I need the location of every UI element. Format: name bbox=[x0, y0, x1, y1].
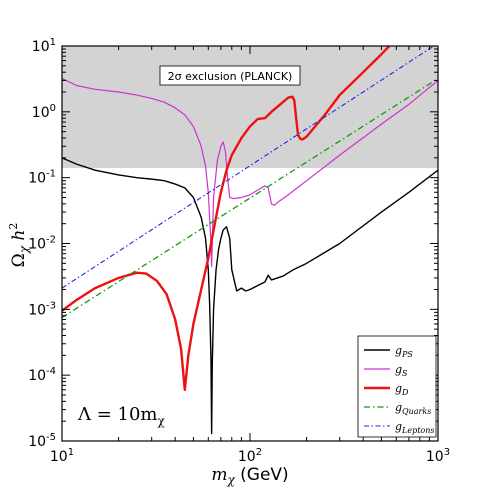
legend-label-leptons: gLeptons bbox=[395, 420, 435, 435]
y-tick-label-exp: 1 bbox=[50, 37, 56, 48]
x-tick-label: 103 bbox=[426, 447, 450, 465]
curves-group bbox=[62, 46, 438, 435]
y-axis-label-sub: χ bbox=[17, 245, 31, 254]
lambda-annotation-sub: χ bbox=[158, 414, 166, 428]
y-tick-label: 101 bbox=[32, 37, 56, 55]
series-line-s bbox=[62, 78, 438, 267]
plot-frame bbox=[61, 45, 439, 442]
exclusion-label-box bbox=[159, 65, 301, 86]
y-axis-label-rest: h bbox=[9, 230, 29, 246]
y-tick-label-base: 10 bbox=[32, 39, 50, 55]
legend-label-sub: Quarks bbox=[402, 407, 431, 416]
y-tick-label-exp: -5 bbox=[46, 432, 56, 443]
legend-label-quarks: gQuarks bbox=[395, 401, 431, 416]
x-tick-label-exp: 2 bbox=[256, 447, 262, 458]
y-axis-label: Ωχ h2 bbox=[7, 223, 31, 268]
x-axis-label: mχ (GeV) bbox=[211, 465, 288, 487]
legend-label-name: g bbox=[395, 363, 402, 376]
series-line-ps bbox=[62, 157, 438, 435]
axis-ticks bbox=[61, 46, 438, 442]
exclusion-label: 2σ exclusion (PLANCK) bbox=[168, 70, 293, 83]
y-tick-label-base: 10 bbox=[28, 171, 46, 187]
y-tick-label: 10-1 bbox=[28, 169, 56, 187]
exclusion-band bbox=[62, 46, 438, 169]
x-axis-label-sym: m bbox=[211, 465, 227, 485]
legend-label-name: g bbox=[395, 382, 402, 395]
y-axis-label-sup: 2 bbox=[7, 223, 20, 230]
legend-label-sub: PS bbox=[401, 350, 413, 359]
x-tick-label-exp: 3 bbox=[444, 447, 450, 458]
y-tick-label: 100 bbox=[32, 103, 56, 121]
legend-box bbox=[357, 335, 437, 438]
x-axis-label-sub: χ bbox=[226, 473, 235, 487]
y-tick-label-exp: 0 bbox=[50, 103, 56, 114]
y-tick-label-exp: -4 bbox=[46, 366, 56, 377]
lambda-annotation-main: Λ = 10m bbox=[77, 404, 158, 425]
x-tick-label-exp: 1 bbox=[68, 447, 74, 458]
legend-label-sub: D bbox=[401, 388, 409, 397]
x-tick-label-base: 10 bbox=[238, 449, 256, 465]
y-tick-label: 10-3 bbox=[28, 300, 56, 318]
x-tick-label: 101 bbox=[50, 447, 74, 465]
legend-label-d: gD bbox=[395, 382, 409, 397]
y-tick-label-base: 10 bbox=[32, 105, 50, 121]
y-tick-label-exp: -3 bbox=[46, 300, 56, 311]
legend-label-sub: Leptons bbox=[401, 426, 434, 435]
y-tick-label: 10-4 bbox=[28, 366, 56, 384]
y-tick-label-base: 10 bbox=[28, 434, 46, 450]
lambda-annotation: Λ = 10mχ bbox=[77, 404, 166, 428]
y-tick-label: 10-2 bbox=[28, 235, 56, 253]
x-tick-label-base: 10 bbox=[50, 449, 68, 465]
legend-label-ps: gPS bbox=[395, 344, 413, 359]
x-tick-label: 102 bbox=[238, 447, 262, 465]
y-tick-label-base: 10 bbox=[28, 368, 46, 384]
legend-label-s: gS bbox=[395, 363, 408, 378]
series-line-d bbox=[62, 46, 391, 391]
y-tick-label-exp: -1 bbox=[46, 169, 56, 180]
y-tick-label-base: 10 bbox=[28, 237, 46, 253]
legend-label-sub: S bbox=[402, 369, 408, 378]
legend-label-name: g bbox=[395, 344, 402, 357]
y-tick-label-exp: -2 bbox=[46, 235, 56, 246]
y-tick-label: 10-5 bbox=[28, 432, 56, 450]
y-axis-label-sym: Ω bbox=[9, 253, 29, 267]
x-tick-label-base: 10 bbox=[426, 449, 444, 465]
x-tick-labels: 101 102 103 bbox=[50, 447, 450, 465]
legend-label-name: g bbox=[395, 401, 402, 414]
y-tick-label-base: 10 bbox=[28, 302, 46, 318]
x-axis-label-unit: (GeV) bbox=[235, 465, 289, 485]
legend-label-name: g bbox=[395, 420, 402, 433]
